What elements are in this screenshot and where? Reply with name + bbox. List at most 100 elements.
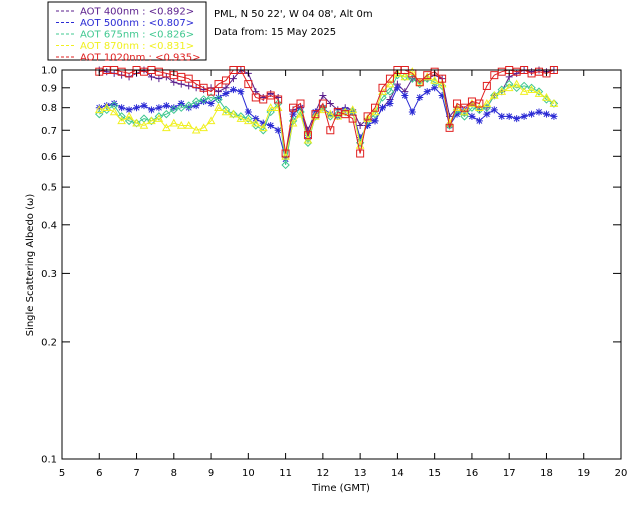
series-2-point <box>274 126 282 134</box>
series-3-point <box>549 99 559 108</box>
series-4-point <box>184 120 194 129</box>
series-2-point <box>95 104 103 112</box>
series-2-point <box>207 100 215 108</box>
series-5-point <box>289 103 298 112</box>
legend-label: AOT 870nm : <0.831> <box>80 41 194 52</box>
series-5-point <box>221 76 230 85</box>
series-2-point <box>170 104 178 112</box>
series-4-point <box>199 123 208 132</box>
series-4-point <box>147 116 156 125</box>
y-tick-label: 0.4 <box>41 220 57 231</box>
series-4-point <box>132 118 141 127</box>
x-tick-label: 17 <box>503 468 516 479</box>
series-2-point <box>490 106 498 114</box>
y-tick-label: 1.0 <box>41 66 57 77</box>
plot-area <box>61 66 622 460</box>
series-5-point <box>326 126 335 135</box>
legend-box <box>47 1 207 61</box>
series-5-point <box>244 80 253 89</box>
series-3-point <box>273 99 283 108</box>
series-2-point <box>147 106 155 114</box>
y-tick-label: 0.1 <box>41 455 57 466</box>
series-2-point <box>103 102 111 110</box>
series-2-point <box>110 100 118 108</box>
series-4-point <box>243 116 253 125</box>
series-3-point <box>221 105 231 115</box>
series-4-point <box>139 120 149 129</box>
series-4-point <box>534 88 544 97</box>
series-4-point <box>407 67 417 75</box>
legend-label: AOT 500nm : <0.807> <box>80 18 194 29</box>
x-tick-label: 10 <box>242 468 255 479</box>
series-3-point <box>191 97 201 106</box>
series-2-point <box>542 110 550 118</box>
series-5-point <box>311 110 320 119</box>
y-axis: 0.1 0.2 0.3 0.4 0.5 0.6 0.7 0.8 0.9 1.0 <box>41 66 621 466</box>
legend: AOT 400nm : <0.892>AOT 500nm : <0.807>AO… <box>47 1 207 64</box>
y-tick-label: 0.6 <box>41 152 57 163</box>
series-1-point <box>147 73 155 81</box>
series-2-point <box>550 112 558 120</box>
legend-entries: AOT 400nm : <0.892>AOT 500nm : <0.807>AO… <box>56 7 200 64</box>
series-2-point <box>185 104 193 112</box>
series-2-point <box>393 84 401 92</box>
series-4-point <box>519 87 529 95</box>
series-3-point <box>124 116 134 126</box>
series-4-point <box>311 111 320 120</box>
series-4-point <box>542 92 551 101</box>
series-4-point <box>176 120 186 129</box>
series-2-point <box>371 117 379 125</box>
series-3-point <box>385 87 395 96</box>
series-3-point <box>184 101 193 110</box>
series-2-point <box>133 104 141 112</box>
series-5-point <box>371 103 380 112</box>
series-4-point <box>303 135 313 144</box>
series-4-point <box>229 109 238 118</box>
series-5-point <box>296 99 305 108</box>
series-5-point <box>475 99 484 108</box>
x-tick-label: 14 <box>391 468 404 479</box>
series-4-point <box>504 83 514 92</box>
series-4-point <box>221 107 231 116</box>
series-3-point <box>281 160 290 170</box>
series-2-point <box>244 108 252 116</box>
series-2-point <box>513 115 521 123</box>
series-3-point <box>206 93 216 102</box>
series-5-point <box>318 99 327 108</box>
series-4-point <box>489 90 499 99</box>
series-5-point <box>281 149 290 158</box>
series-4-point <box>161 123 171 132</box>
series-1-point <box>326 100 334 108</box>
series-4-point <box>415 77 425 86</box>
x-tick-label: 5 <box>59 468 65 479</box>
series-3-point <box>132 118 141 128</box>
series-4-point <box>325 109 335 118</box>
series-2-point <box>125 106 133 114</box>
series-5-point <box>415 78 424 87</box>
series-2-point <box>267 121 275 129</box>
x-tick-label: 11 <box>279 468 292 479</box>
y-tick-label: 0.9 <box>41 83 57 94</box>
series-5-point <box>363 112 372 121</box>
series-5-point <box>341 110 350 119</box>
series-3-point <box>311 112 320 121</box>
x-tick-label: 20 <box>615 468 628 479</box>
x-tick-label: 15 <box>428 468 441 479</box>
series-5-point <box>460 103 469 112</box>
legend-label: AOT 1020nm : <0.935> <box>80 53 200 64</box>
series-3-point <box>534 87 544 96</box>
series-4-point <box>169 118 179 127</box>
series-2-point <box>378 104 386 112</box>
series-3-point <box>378 93 387 102</box>
series-4-point <box>400 72 410 81</box>
series-2-point <box>453 110 461 118</box>
series-1-point <box>185 82 193 90</box>
series-4-point <box>296 109 305 118</box>
series-2-point <box>408 108 416 116</box>
series-4-point <box>214 103 223 111</box>
series-3-point <box>214 95 223 104</box>
x-tick-label: 7 <box>133 468 139 479</box>
series-2-point <box>535 108 543 116</box>
x-tick-label: 12 <box>316 468 329 479</box>
series-2-point <box>498 112 506 120</box>
